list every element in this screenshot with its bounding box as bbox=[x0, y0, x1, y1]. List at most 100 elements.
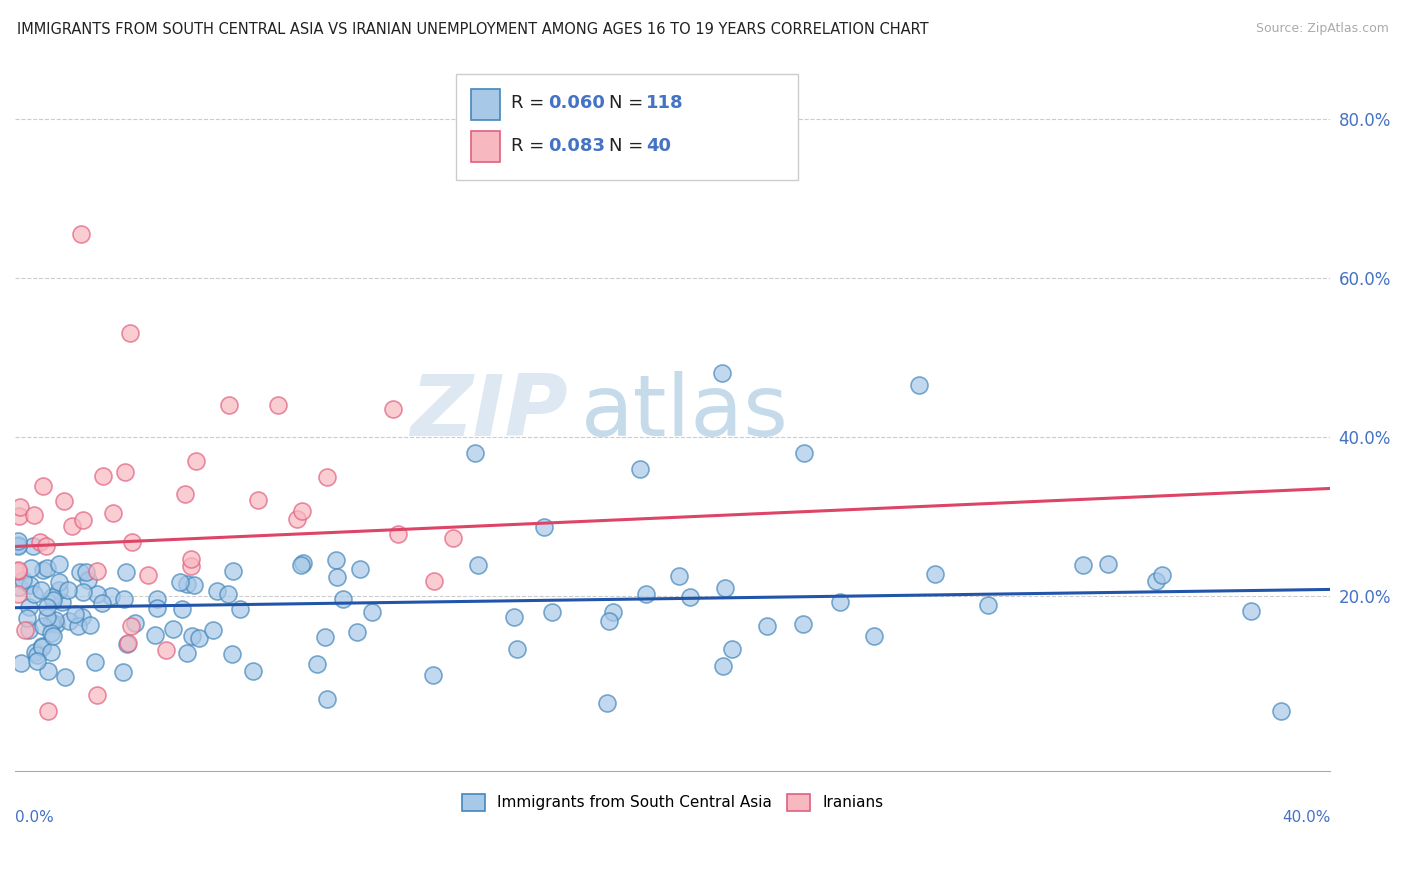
Point bbox=[221, 647, 243, 661]
Point bbox=[72, 610, 94, 624]
Point bbox=[467, 558, 489, 572]
Point bbox=[176, 646, 198, 660]
Point bbox=[305, 657, 328, 671]
Point bbox=[423, 574, 446, 588]
Point bbox=[181, 628, 204, 642]
Point bbox=[183, 578, 205, 592]
Point bbox=[541, 605, 564, 619]
Point bbox=[63, 607, 86, 621]
Point bbox=[86, 586, 108, 600]
Text: R =: R = bbox=[510, 137, 550, 155]
Point bbox=[202, 623, 225, 637]
Text: 0.083: 0.083 bbox=[548, 137, 605, 155]
Point bbox=[267, 398, 290, 412]
Point bbox=[84, 655, 107, 669]
Point bbox=[48, 575, 70, 590]
Point bbox=[30, 582, 52, 597]
Point bbox=[332, 592, 354, 607]
Point bbox=[117, 636, 139, 650]
Point bbox=[91, 469, 114, 483]
Point bbox=[120, 326, 142, 341]
Point bbox=[146, 601, 169, 615]
Point bbox=[387, 526, 409, 541]
Point bbox=[111, 665, 134, 679]
Point bbox=[60, 519, 83, 533]
Point bbox=[51, 595, 73, 609]
Point bbox=[34, 539, 56, 553]
Point bbox=[291, 556, 314, 570]
Point bbox=[86, 688, 108, 702]
Point bbox=[20, 560, 42, 574]
Point bbox=[1097, 557, 1119, 571]
Point bbox=[90, 596, 112, 610]
Point bbox=[44, 613, 66, 627]
Point bbox=[67, 619, 90, 633]
Point bbox=[27, 648, 49, 663]
Point bbox=[42, 592, 65, 607]
Point bbox=[42, 629, 65, 643]
Point bbox=[124, 616, 146, 631]
Point bbox=[180, 552, 202, 566]
Text: N =: N = bbox=[609, 137, 650, 155]
Point bbox=[176, 577, 198, 591]
Point bbox=[361, 605, 384, 619]
Point bbox=[7, 509, 30, 524]
Point bbox=[18, 599, 41, 614]
Text: atlas: atlas bbox=[581, 371, 789, 454]
Point bbox=[7, 534, 30, 549]
Point bbox=[15, 610, 38, 624]
Text: R =: R = bbox=[510, 94, 550, 112]
Point bbox=[721, 642, 744, 657]
Point bbox=[218, 398, 240, 412]
Text: 40.0%: 40.0% bbox=[1282, 810, 1330, 825]
Point bbox=[174, 487, 197, 501]
Point bbox=[41, 590, 63, 604]
Point bbox=[37, 599, 59, 614]
Text: 0.060: 0.060 bbox=[548, 94, 605, 112]
Point bbox=[172, 601, 194, 615]
Point bbox=[31, 640, 53, 655]
Point bbox=[628, 461, 651, 475]
Point bbox=[188, 632, 211, 646]
Point bbox=[636, 587, 658, 601]
Point bbox=[72, 513, 94, 527]
Point bbox=[69, 227, 91, 241]
Point bbox=[7, 538, 30, 552]
Point bbox=[325, 552, 347, 566]
Point bbox=[7, 587, 30, 601]
Point bbox=[1144, 574, 1167, 588]
Point bbox=[756, 619, 779, 633]
Point bbox=[58, 614, 80, 628]
Point bbox=[77, 573, 100, 587]
Point bbox=[291, 504, 314, 518]
Point bbox=[316, 692, 339, 706]
Point bbox=[217, 587, 239, 601]
Point bbox=[977, 598, 1000, 612]
Point bbox=[422, 668, 444, 682]
Point bbox=[285, 512, 308, 526]
Point bbox=[114, 465, 136, 479]
Point bbox=[28, 535, 51, 549]
Point bbox=[1270, 704, 1292, 718]
Point bbox=[7, 539, 30, 553]
Point bbox=[602, 605, 624, 619]
Point bbox=[502, 609, 524, 624]
Text: IMMIGRANTS FROM SOUTH CENTRAL ASIA VS IRANIAN UNEMPLOYMENT AMONG AGES 16 TO 19 Y: IMMIGRANTS FROM SOUTH CENTRAL ASIA VS IR… bbox=[17, 22, 928, 37]
Point bbox=[72, 585, 94, 599]
Point bbox=[114, 565, 136, 579]
Point bbox=[112, 592, 135, 607]
Point bbox=[7, 563, 30, 577]
Point bbox=[1071, 558, 1094, 572]
Point bbox=[222, 564, 245, 578]
Point bbox=[10, 657, 32, 671]
Point bbox=[56, 582, 79, 597]
Point bbox=[598, 614, 620, 628]
Point bbox=[180, 558, 202, 573]
Point bbox=[22, 587, 45, 601]
Point bbox=[533, 519, 555, 533]
Point bbox=[382, 401, 405, 416]
Legend: Immigrants from South Central Asia, Iranians: Immigrants from South Central Asia, Iran… bbox=[456, 788, 890, 817]
Point bbox=[24, 644, 46, 658]
Point bbox=[668, 568, 690, 582]
Point bbox=[205, 584, 228, 599]
